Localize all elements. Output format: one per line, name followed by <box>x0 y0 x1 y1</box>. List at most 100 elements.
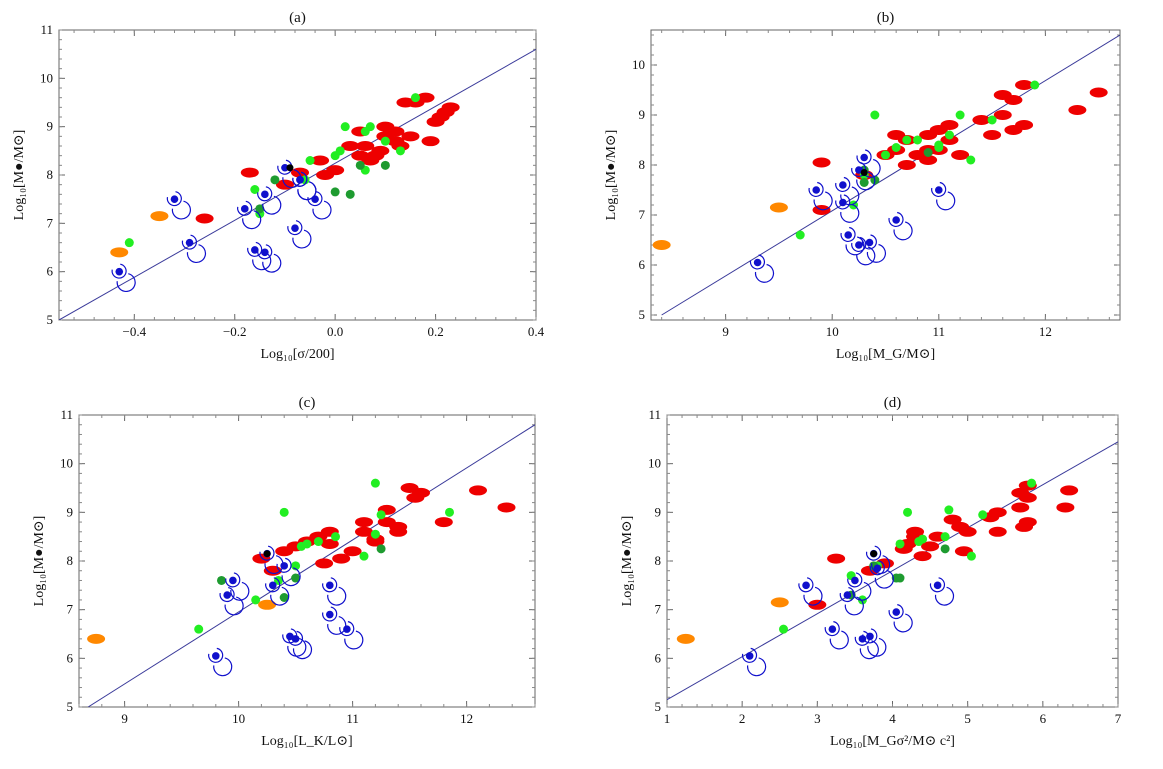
y-tick-label: 7 <box>67 602 74 617</box>
y-tick-label: 10 <box>40 70 53 85</box>
fit-line <box>59 48 536 320</box>
green-dot-point <box>124 238 134 248</box>
orange-ellipse-point <box>676 633 695 644</box>
y-tick-label: 6 <box>67 650 74 665</box>
spiral-galaxy-icon <box>835 176 860 206</box>
red-ellipse-point <box>389 521 408 532</box>
x-tick-label: 10 <box>826 324 839 339</box>
x-tick-label: 0.0 <box>327 324 343 339</box>
plot-frame <box>650 29 1121 321</box>
x-tick-label: 9 <box>121 711 128 726</box>
red-ellipse-point <box>1018 492 1037 503</box>
x-tick-label: 10 <box>232 711 245 726</box>
y-tick-label: 7 <box>47 215 54 230</box>
orange-ellipse-point <box>258 599 277 610</box>
black-dot-point <box>263 550 271 558</box>
green-dot-point <box>978 510 988 520</box>
darkgreen-dot-point <box>279 593 289 602</box>
spiral-galaxy-icon <box>835 194 860 223</box>
y-tick-label: 10 <box>648 456 661 471</box>
x-tick-label: 6 <box>1040 711 1047 726</box>
red-ellipse-point <box>1011 502 1030 513</box>
red-ellipse-point <box>983 130 1002 140</box>
x-axis-label: Log₁₀[M_Gσ²/M⊙ c²] <box>830 734 955 749</box>
green-dot-point <box>251 595 261 605</box>
red-ellipse-point <box>808 599 827 610</box>
spiral-galaxy-icon <box>339 621 364 650</box>
red-ellipse-point <box>919 155 938 165</box>
spiral-galaxy-icon <box>257 244 282 273</box>
green-dot-point <box>1027 478 1037 488</box>
red-ellipse-point <box>401 131 420 142</box>
spiral-galaxy-icon <box>208 647 233 677</box>
spiral-galaxy-icon <box>292 171 317 201</box>
orange-ellipse-point <box>769 202 788 213</box>
red-ellipse-point <box>988 526 1007 537</box>
green-dot-point <box>279 507 289 517</box>
orange-ellipse-point <box>150 211 169 222</box>
red-ellipse-point <box>356 141 375 151</box>
green-dot-point <box>445 507 454 517</box>
red-ellipse-point <box>812 157 831 168</box>
x-tick-label: 1 <box>664 711 671 726</box>
spiral-galaxy-icon <box>225 572 250 601</box>
spiral-galaxy-icon <box>808 181 833 211</box>
green-dot-point <box>895 539 905 549</box>
red-ellipse-point <box>943 514 962 525</box>
spiral-galaxy-icon <box>824 621 849 650</box>
spiral-galaxy-icon <box>237 200 262 230</box>
x-tick-label: 11 <box>933 324 946 339</box>
y-tick-label: 9 <box>639 107 646 122</box>
spiral-galaxy-icon <box>322 606 347 635</box>
spiral-galaxy-icon <box>798 577 823 606</box>
spiral-galaxy-icon <box>111 263 136 292</box>
red-ellipse-point <box>311 155 330 166</box>
red-ellipse-point <box>434 517 453 528</box>
spiral-galaxy-icon <box>869 560 894 589</box>
plot-frame <box>78 414 536 708</box>
red-ellipse-point <box>827 553 846 564</box>
spiral-galaxy-icon <box>888 604 913 633</box>
fit-line <box>667 441 1118 701</box>
green-dot-point <box>944 130 954 140</box>
green-dot-point <box>902 135 912 145</box>
panel-d: (d) 1 2 3 4 5 6 7 5 6 7 8 9 10 11 Log₁₀[M_Gσ²/M⊙ c²] Log… <box>620 395 1122 749</box>
panel-b: (b) 9 10 11 12 5 6 7 8 9 10 Log₁₀[M_G/M⊙] Log₁₀[M●/M… <box>604 10 1121 362</box>
green-dot-point <box>305 156 315 165</box>
green-dot-point <box>335 146 345 156</box>
green-dot-point <box>340 122 350 132</box>
red-ellipse-point <box>913 551 932 562</box>
darkgreen-dot-point <box>255 204 265 214</box>
spiral-galaxy-icon <box>257 186 282 215</box>
x-tick-label: −0.4 <box>123 324 147 339</box>
green-dot-point <box>313 537 323 547</box>
y-tick-label: 9 <box>655 504 662 519</box>
y-tick-label: 7 <box>639 207 646 222</box>
red-ellipse-point <box>366 534 385 545</box>
y-tick-label: 5 <box>639 307 646 322</box>
red-ellipse-point <box>412 487 430 498</box>
x-tick-label: 2 <box>739 711 746 726</box>
spiral-galaxy-icon <box>287 220 312 249</box>
orange-ellipse-point <box>652 240 671 250</box>
y-tick-label: 5 <box>67 699 74 714</box>
plot-area <box>59 48 536 320</box>
darkgreen-dot-point <box>217 575 226 585</box>
y-axis-label: Log₁₀[M●/M⊙] <box>620 516 635 607</box>
green-dot-point <box>194 624 204 634</box>
y-tick-label: 11 <box>60 407 73 422</box>
green-dot-point <box>955 110 965 120</box>
y-tick-label: 8 <box>639 157 646 172</box>
fit-line <box>87 424 535 707</box>
y-tick-label: 6 <box>639 257 646 272</box>
darkgreen-dot-point <box>859 178 869 187</box>
green-dot-point <box>1030 80 1040 90</box>
spiral-galaxy-icon <box>276 557 301 587</box>
y-axis-label: Log₁₀[M●/M⊙] <box>32 516 47 607</box>
darkgreen-dot-point <box>330 187 340 197</box>
darkgreen-dot-point <box>923 148 933 157</box>
red-ellipse-point <box>371 145 390 156</box>
red-ellipse-point <box>1018 517 1037 528</box>
red-ellipse-point <box>988 507 1007 518</box>
red-ellipse-point <box>497 502 516 513</box>
